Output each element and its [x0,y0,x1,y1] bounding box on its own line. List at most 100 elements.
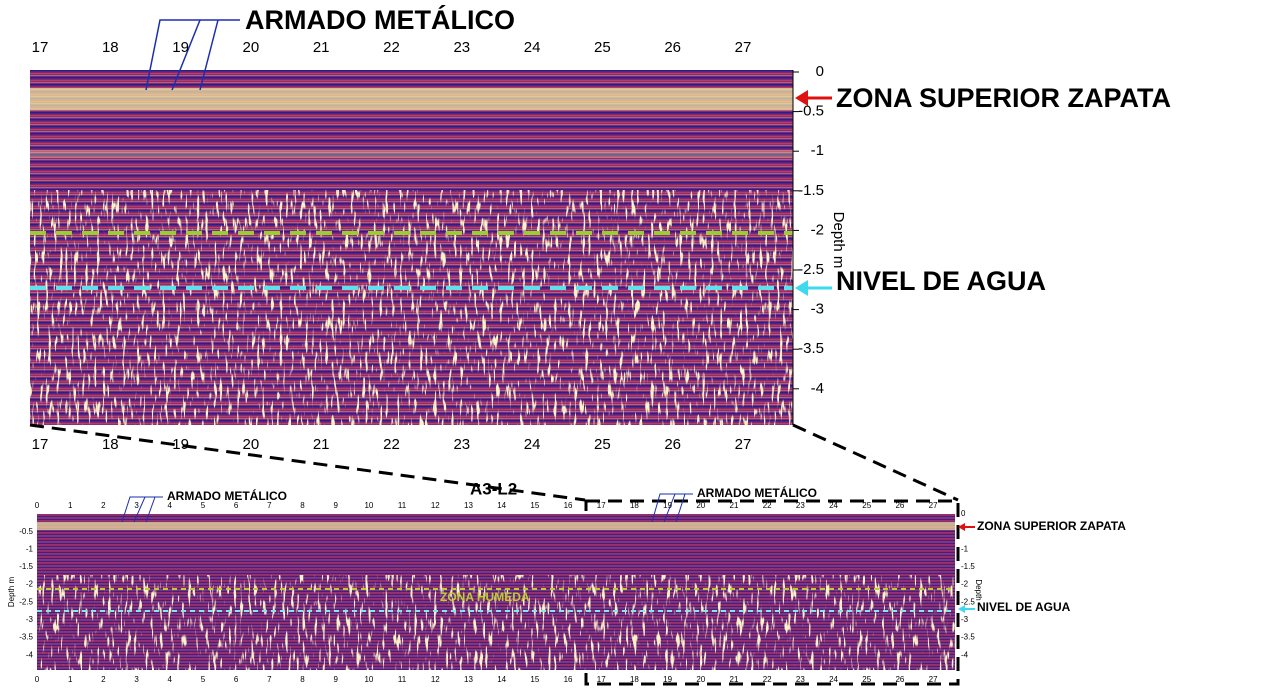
x-tick-label: 10 [364,501,373,510]
x-tick-label: 18 [630,675,639,684]
x-tick-label: 13 [464,501,473,510]
x-tick-label: 19 [172,39,189,56]
x-tick-label: 15 [530,501,539,510]
y-tick-label: -2.5 [798,261,824,278]
x-tick-label: 24 [829,501,838,510]
x-tick-label: 22 [763,501,772,510]
y-tick-label: 0 [816,63,824,80]
x-tick-label: 26 [664,436,681,453]
y-tick-label: -1.5 [961,562,975,571]
x-tick-label: 17 [597,501,606,510]
x-tick-label: 24 [524,436,541,453]
x-tick-label: 10 [364,675,373,684]
y-tick-label: -3 [811,301,824,318]
y-tick-label: 0 [961,509,966,518]
rebar-label-right: ARMADO METÁLICO [697,485,817,500]
wet-zone-label: ZONA HUMEDA [440,590,530,604]
x-tick-label: 1 [68,675,73,684]
y-tick-label: -4 [26,650,34,659]
rebar-callout [145,19,240,91]
y-tick-label: -1.5 [19,562,33,571]
x-tick-label: 23 [796,501,805,510]
water-arrow-small [958,605,975,613]
footing-arrow-small [958,523,975,531]
top-radargram [30,70,794,425]
x-tick-label: 20 [243,436,260,453]
right-y-label: Depth [974,579,983,600]
y-tick-label: -3.5 [19,633,33,642]
y-tick-label: -1 [811,142,824,159]
y-axis-label: Depth m [830,212,847,269]
x-tick-label: 25 [594,436,611,453]
x-tick-label: 21 [730,675,739,684]
x-tick-label: 24 [829,675,838,684]
bottom-radargram [37,514,955,670]
x-tick-label: 3 [134,501,139,510]
y-tick-label: -2 [961,580,969,589]
x-tick-label: 20 [696,675,705,684]
x-tick-label: 7 [267,675,272,684]
x-tick-label: 16 [564,675,573,684]
x-tick-label: 16 [564,501,573,510]
y-tick-label: -3 [26,615,34,624]
water-label-small: NIVEL DE AGUA [977,600,1071,614]
water-arrow [795,280,832,296]
x-tick-label: 26 [895,501,904,510]
x-tick-label: 8 [300,675,305,684]
x-tick-label: 8 [300,501,305,510]
x-tick-label: 27 [735,436,752,453]
x-tick-label: 2 [101,501,106,510]
x-tick-label: 21 [730,501,739,510]
x-tick-label: 21 [313,39,330,56]
x-tick-label: 23 [453,436,470,453]
x-tick-label: 23 [796,675,805,684]
footing-arrow [795,90,832,106]
x-tick-label: 13 [464,675,473,684]
x-tick-label: 6 [234,675,239,684]
x-tick-label: 25 [862,501,871,510]
x-tick-label: 12 [431,675,440,684]
y-tick-label: -1 [961,544,969,553]
x-tick-label: 19 [663,501,672,510]
water-label: NIVEL DE AGUA [836,266,1046,296]
bottom-title: A3-L2 [470,479,517,498]
y-tick-label: -4 [961,650,969,659]
y-tick-label: -2 [811,221,824,238]
x-tick-label: 26 [664,39,681,56]
x-tick-label: 14 [497,675,506,684]
x-tick-label: 19 [663,675,672,684]
x-tick-label: 22 [383,39,400,56]
x-tick-label: 22 [383,436,400,453]
x-tick-label: 17 [32,436,49,453]
x-tick-label: 6 [234,501,239,510]
x-tick-label: 5 [201,675,206,684]
y-tick-label: -0.5 [798,103,824,120]
y-tick-label: -2.5 [19,597,33,606]
y-tick-label: -4 [811,380,824,397]
rebar-label-left: ARMADO METÁLICO [167,488,287,503]
x-tick-label: 7 [267,501,272,510]
y-tick-label: -1.5 [798,182,824,199]
x-tick-label: 9 [333,675,338,684]
x-tick-label: 2 [101,675,106,684]
x-tick-label: 20 [696,501,705,510]
x-tick-label: 21 [313,436,330,453]
rebar-callout-small [121,493,693,523]
rebar-label: ARMADO METÁLICO [245,4,515,35]
x-tick-label: 15 [530,675,539,684]
x-tick-label: 23 [453,39,470,56]
x-tick-label: 0 [35,675,40,684]
x-tick-label: 1 [68,501,73,510]
x-tick-label: 3 [134,675,139,684]
x-tick-label: 19 [172,436,189,453]
x-tick-label: 25 [862,675,871,684]
x-tick-label: 11 [398,501,407,510]
x-tick-label: 12 [431,501,440,510]
x-tick-label: 18 [102,436,119,453]
y-tick-label: -2 [26,580,34,589]
x-tick-label: 5 [201,501,206,510]
x-tick-label: 4 [168,501,173,510]
y-tick-label: -1 [26,544,34,553]
x-tick-label: 25 [594,39,611,56]
